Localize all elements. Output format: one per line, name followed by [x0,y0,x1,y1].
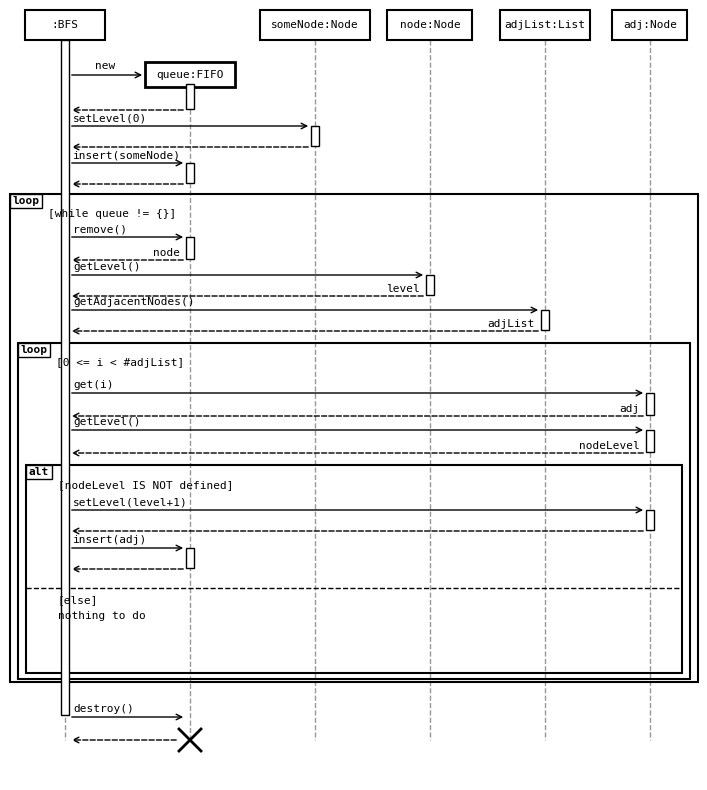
Text: level: level [386,284,420,294]
Bar [646,393,654,415]
Bar [26,465,682,673]
Text: node:Node: node:Node [399,20,460,30]
Bar [387,10,472,40]
Text: queue:FIFO: queue:FIFO [156,70,223,80]
Bar [500,10,590,40]
Text: destroy(): destroy() [73,704,134,714]
Bar [186,163,194,183]
Text: nothing to do: nothing to do [58,611,146,621]
Bar [25,10,105,40]
Text: setLevel(0): setLevel(0) [73,113,147,123]
Bar [426,275,434,295]
Text: [else]: [else] [58,595,98,605]
Text: adjList:List: adjList:List [505,20,585,30]
Text: getAdjacentNodes(): getAdjacentNodes() [73,297,194,307]
Bar [186,237,194,259]
Text: loop: loop [21,345,47,355]
Bar [646,510,654,530]
Text: alt: alt [29,467,49,477]
Bar [311,126,319,146]
Bar [10,194,698,682]
Text: nodeLevel: nodeLevel [579,441,640,451]
Text: adjList: adjList [488,319,535,329]
Text: :BFS: :BFS [52,20,78,30]
Text: getLevel(): getLevel() [73,417,141,427]
Bar [260,10,370,40]
Bar [612,10,687,40]
Text: [while queue != {}]: [while queue != {}] [48,209,176,219]
Text: someNode:Node: someNode:Node [271,20,359,30]
Text: insert(someNode): insert(someNode) [73,150,181,160]
Bar [145,62,235,87]
Bar [26,465,52,479]
Bar [18,343,690,679]
Text: insert(adj): insert(adj) [73,535,147,545]
Text: remove(): remove() [73,224,127,234]
Text: loop: loop [13,196,40,206]
Text: [0 <= i < #adjList]: [0 <= i < #adjList] [56,358,185,368]
Bar [186,548,194,568]
Text: get(i): get(i) [73,380,114,390]
Bar [646,430,654,452]
Bar [18,343,50,357]
Text: setLevel(level+1): setLevel(level+1) [73,497,188,507]
Text: getLevel(): getLevel() [73,262,141,272]
Text: node: node [153,248,180,258]
Text: adj:Node: adj:Node [623,20,677,30]
Bar [10,194,42,208]
Text: adj: adj [620,404,640,414]
Bar [541,310,549,330]
Text: [nodeLevel IS NOT defined]: [nodeLevel IS NOT defined] [58,480,233,490]
Bar [61,40,69,715]
Text: new: new [95,61,115,71]
Bar [186,84,194,109]
